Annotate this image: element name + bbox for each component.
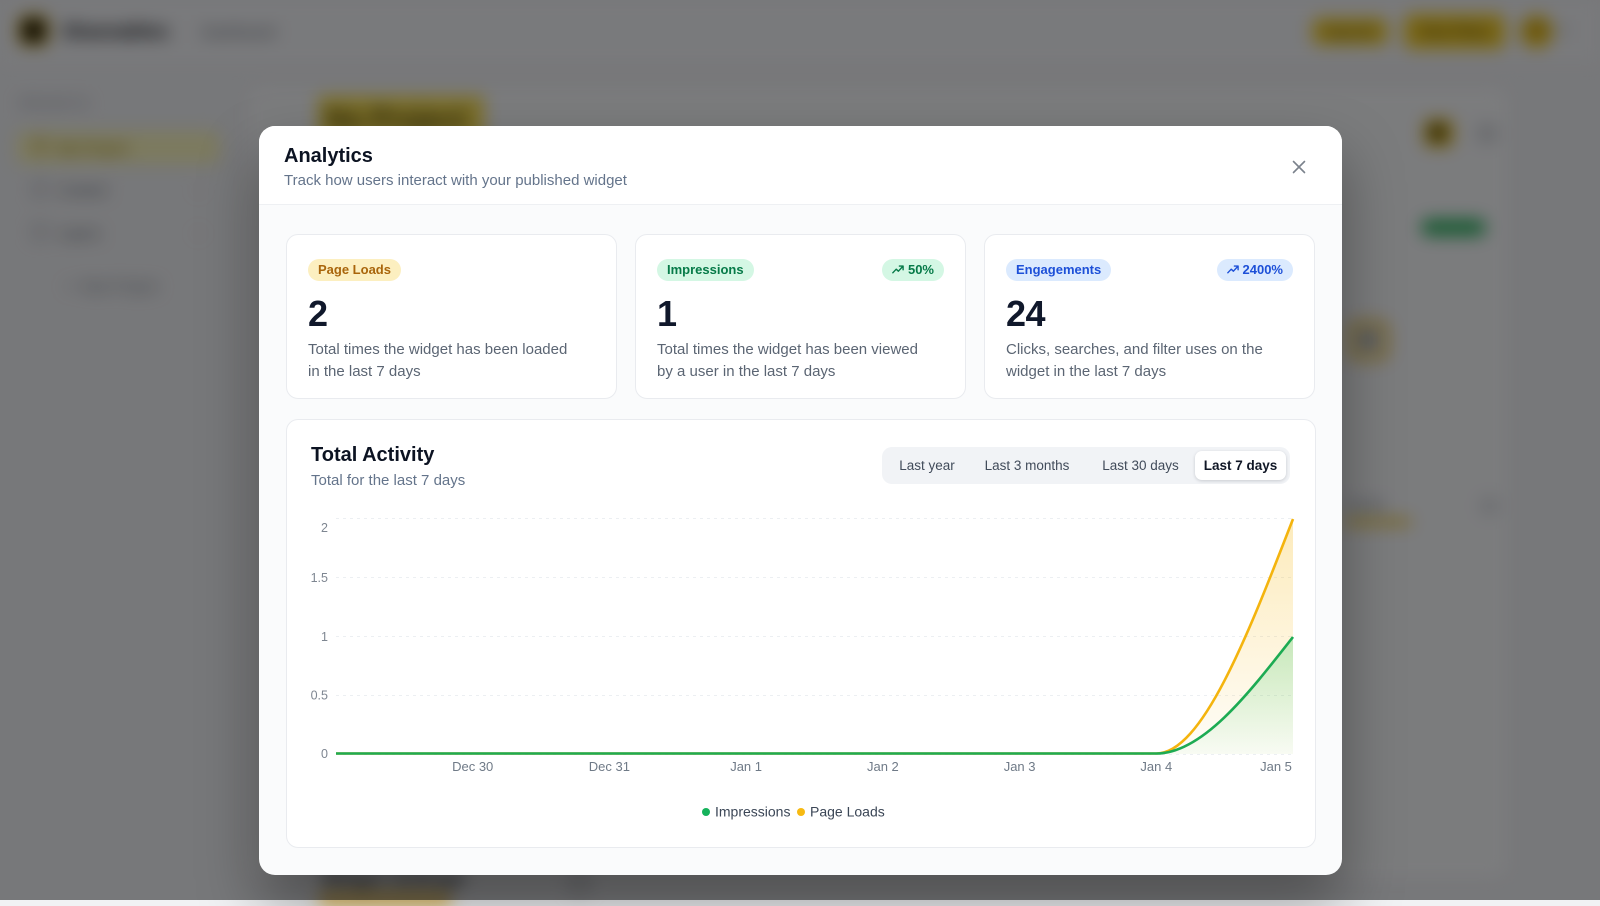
svg-text:1.5: 1.5 — [311, 571, 328, 585]
svg-text:Dec 31: Dec 31 — [589, 759, 630, 774]
svg-text:Jan 4: Jan 4 — [1140, 759, 1172, 774]
svg-text:0: 0 — [321, 747, 328, 761]
svg-text:1: 1 — [321, 630, 328, 644]
svg-text:Impressions: Impressions — [715, 804, 790, 820]
svg-text:Dec 30: Dec 30 — [452, 759, 493, 774]
svg-text:Page Loads: Page Loads — [810, 804, 885, 820]
svg-text:Jan 2: Jan 2 — [867, 759, 899, 774]
svg-text:Jan 5: Jan 5 — [1260, 759, 1292, 774]
svg-text:Jan 1: Jan 1 — [730, 759, 762, 774]
svg-text:Jan 3: Jan 3 — [1004, 759, 1036, 774]
svg-text:0.5: 0.5 — [311, 689, 328, 703]
svg-text:2: 2 — [321, 521, 328, 535]
